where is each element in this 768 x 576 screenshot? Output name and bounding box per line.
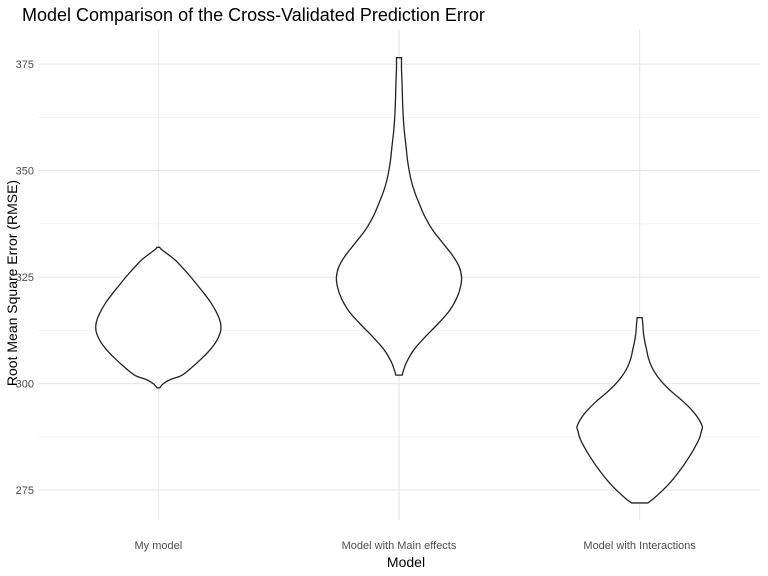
y-tick-labels: 275 300 325 350 375 — [16, 59, 34, 497]
x-tick-label: Model with Interactions — [583, 540, 696, 552]
violin-1 — [95, 246, 222, 389]
y-tick-label: 300 — [16, 379, 34, 391]
y-tick-label: 375 — [16, 59, 34, 71]
y-tick-label: 350 — [16, 166, 34, 178]
y-tick-label: 325 — [16, 272, 34, 284]
violin-3 — [576, 316, 704, 504]
violin-layer — [95, 57, 704, 504]
x-tick-label: My model — [134, 540, 182, 552]
y-tick-label: 275 — [16, 485, 34, 497]
chart-title: Model Comparison of the Cross-Validated … — [22, 5, 485, 25]
x-axis-title: Model — [387, 554, 425, 570]
x-tick-label: Model with Main effects — [342, 540, 457, 552]
x-tick-labels: My model Model with Main effects Model wit… — [134, 540, 696, 552]
violin-2 — [335, 57, 463, 376]
y-axis-title: Root Mean Square Error (RMSE) — [4, 180, 20, 386]
